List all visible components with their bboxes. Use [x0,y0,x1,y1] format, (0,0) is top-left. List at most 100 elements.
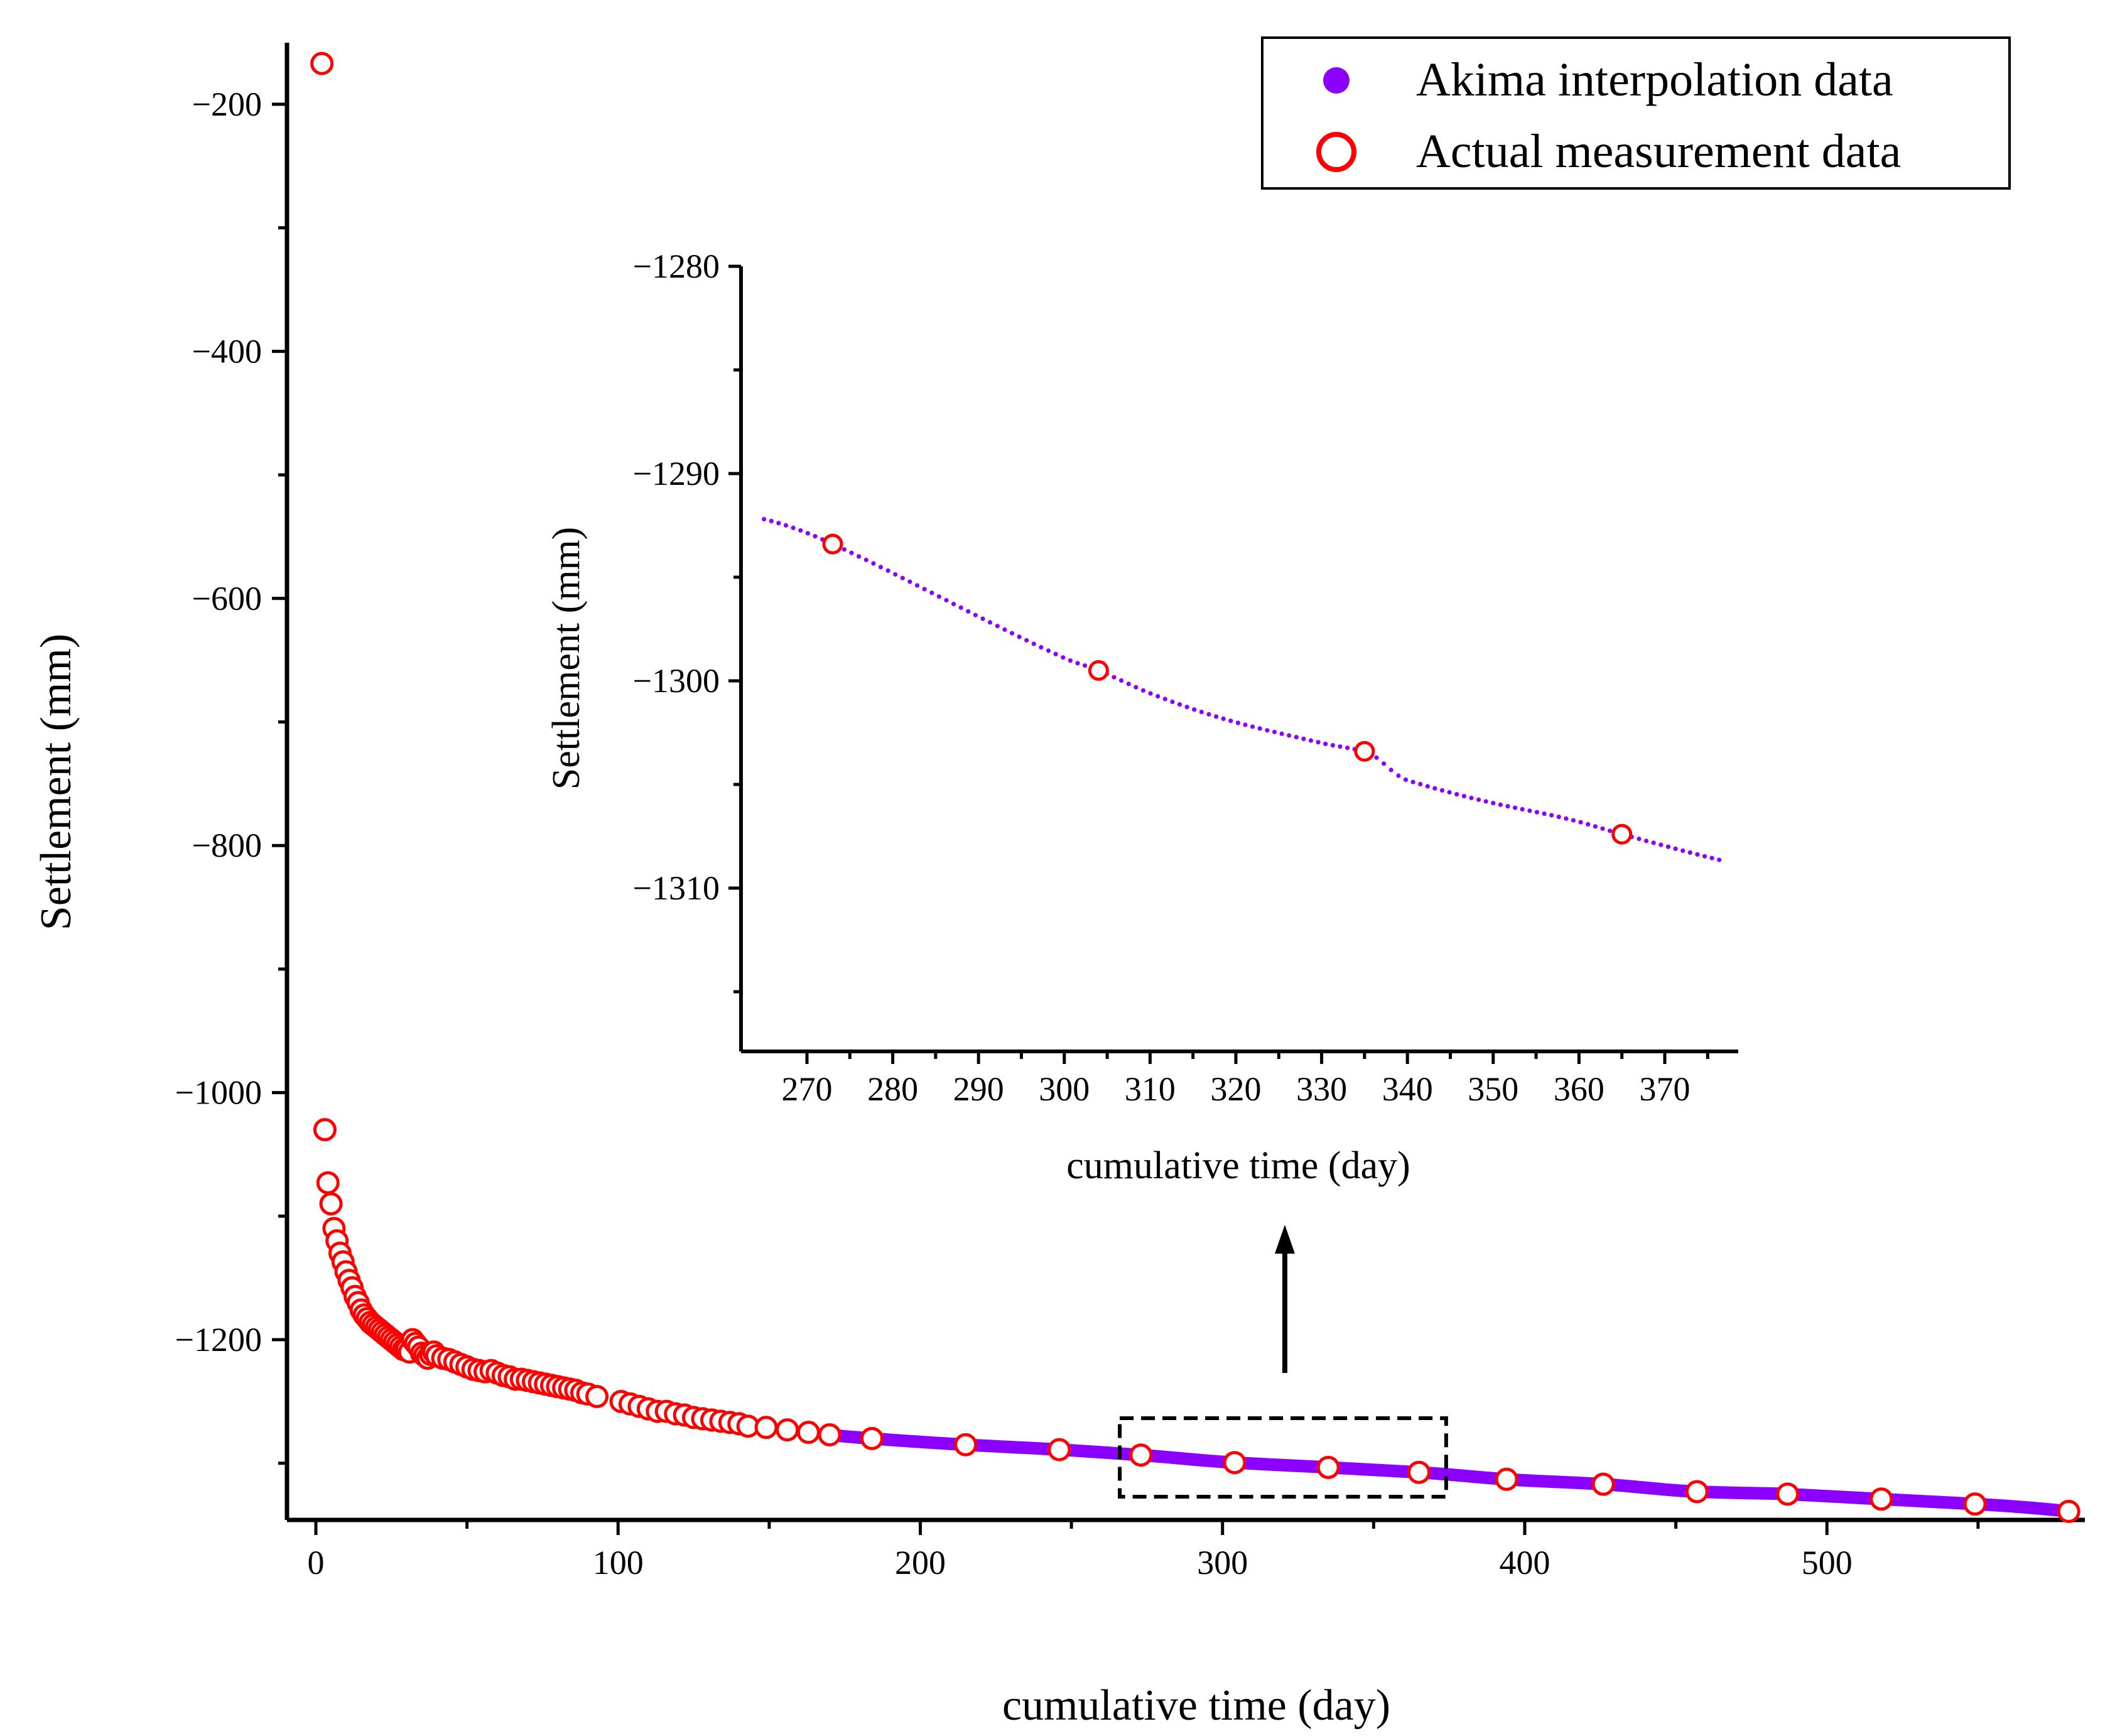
main-interp-line [823,1428,2075,1518]
inset-interp-dot [1687,850,1692,855]
inset-measure-point [1611,823,1633,845]
inset-interp-dot [966,609,971,614]
inset-interp-dot [1447,789,1452,795]
inset-interp-dot [1068,658,1073,663]
inset-interp-dot [936,594,941,599]
main-x-tick-label: 400 [1500,1544,1550,1581]
main-measure-point [1869,1487,1893,1511]
inset-interp-dot [885,568,890,573]
inset-measure-point [1088,660,1109,681]
inset-measure-point [822,533,843,555]
main-x-title: cumulative time (day) [1002,1681,1390,1730]
main-measure-point [2057,1499,2080,1523]
inset-interp-dot [1651,840,1656,845]
inset-interp-dot [1571,818,1576,823]
inset-interp-dot [1469,795,1474,801]
inset-interp-dot [1491,801,1496,806]
inset-interp-dot [1170,699,1175,704]
inset-x-tick-label: 310 [1125,1070,1176,1108]
inset-interp-dot [1658,842,1664,847]
inset-interp-dot [1214,714,1219,719]
inset-interp-dot [1586,822,1591,827]
inset-interp-dot [1527,808,1532,813]
inset-interp-dot [1287,733,1292,738]
inset-interp-dot [1235,720,1240,725]
main-measure-point [585,1384,609,1408]
inset-interp-dot [1382,761,1387,766]
inset-interp-dot [813,534,818,539]
inset-interp-dot [1002,627,1007,632]
main-x-tick-label: 500 [1802,1544,1853,1581]
main-measure-point [1047,1438,1071,1462]
inset-interp-dot [1432,786,1437,791]
inset-x-tick-label: 340 [1382,1070,1433,1108]
main-plot: −200 −400 −600 −800 −1000 −1200 0 100 200 300 400… [32,43,2085,1730]
main-measure-point [316,1171,340,1195]
inset-interp-dot [1483,799,1488,804]
main-y-tick-label: −1200 [175,1321,262,1359]
inset-interp-dot [1053,651,1058,656]
inset-interp-dot [973,612,978,617]
inset-interp-dot [1396,773,1401,778]
inset-interp-dot [1206,712,1211,717]
main-measure-point [1407,1460,1431,1484]
main-x-ticks: 0 100 200 300 400 500 [308,1520,1980,1581]
main-measure-point [313,1118,337,1142]
main-measure-point [1685,1480,1709,1504]
inset-interp-dot [1564,816,1569,821]
inset-interp-dot [1709,855,1714,860]
inset-interp-dot [1680,848,1685,853]
main-measure-point [1129,1443,1153,1467]
inset-interp-dot [893,572,898,577]
inset-interp-dot [907,579,912,584]
inset-interp-dot [922,587,927,592]
inset-interp-dot [914,583,920,588]
inset-y-tick-label: −1290 [633,455,720,492]
main-measure-point [860,1426,884,1450]
inset-interp-dot [1009,631,1015,636]
inset-measure-point [1354,741,1375,762]
inset-interp-dot [1148,691,1153,696]
inset-interp-dot [805,531,810,536]
inset-interp-dot [1308,738,1314,743]
inset-y-tick-label: −1280 [633,247,720,285]
inset-interp-dot [1083,663,1088,668]
inset-y-tick-label: −1300 [633,662,720,700]
inset-interp-dot [1374,755,1379,760]
legend-measure-marker [1316,132,1356,172]
inset-interp-dot [1272,729,1277,735]
zoom-box [1118,1416,1448,1499]
inset-interp-dot [1221,716,1226,721]
inset-interp-dot [1024,637,1029,643]
inset-interp-dot [1665,844,1671,849]
main-measure-point [818,1423,841,1446]
inset-interp-dot [798,528,803,533]
legend-interp-label: Akima interpolation data [1416,53,1893,106]
inset-interp-dot [871,561,876,566]
inset-interp-series [762,517,1722,862]
inset-interp-dot [762,517,767,522]
inset-interp-dot [1039,645,1044,650]
inset-interp-dot [841,547,847,552]
inset-interp-dot [1578,820,1583,825]
inset-interp-dot [1199,710,1204,715]
main-measure-point [319,1192,343,1216]
inset-interp-dot [1133,685,1139,690]
legend: Akima interpolation data Actual measurem… [1261,36,2011,190]
inset-interp-dot [863,557,868,563]
inset-interp-dot [1403,777,1409,782]
inset-interp-dot [1520,806,1525,812]
inset-interp-dot [1534,810,1540,815]
inset-interp-dot [1673,846,1678,851]
inset-interp-dot [1126,681,1131,686]
inset-interp-dot [769,519,774,524]
inset-interp-dot [1177,702,1182,707]
inset-interp-dot [1075,661,1080,666]
main-measure-point [1963,1492,1987,1516]
inset-interp-dot [791,525,796,531]
inset-interp-dot [1476,797,1481,802]
main-measure-point [1316,1455,1340,1479]
legend-measure-label: Actual measurement data [1416,125,1901,178]
inset-interp-dot [1461,794,1466,799]
